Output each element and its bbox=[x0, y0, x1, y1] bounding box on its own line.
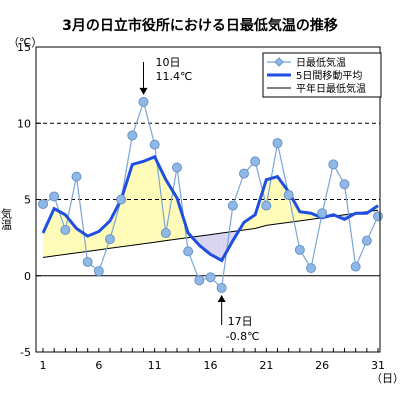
daily-min-line bbox=[42, 99, 379, 290]
daily-min-point bbox=[82, 257, 93, 268]
y-tick-label: 0 bbox=[24, 270, 31, 283]
daily-min-point bbox=[116, 194, 127, 205]
daily-min-point bbox=[60, 225, 71, 235]
y-tick-label: -5 bbox=[20, 346, 31, 359]
daily-min-point bbox=[272, 138, 283, 149]
fill-segment bbox=[143, 156, 155, 244]
daily-min-point bbox=[205, 272, 216, 283]
x-tick-label: 1 bbox=[40, 359, 47, 372]
fill-segment bbox=[199, 234, 211, 255]
daily-min-point bbox=[317, 208, 328, 219]
annotation-date: 17日 bbox=[228, 315, 253, 328]
daily-min-point bbox=[216, 282, 227, 293]
annotation-value: 11.4℃ bbox=[156, 70, 193, 83]
daily-min-point bbox=[328, 159, 339, 170]
daily-min-point bbox=[149, 139, 160, 150]
annotation-arrowhead bbox=[139, 87, 148, 95]
daily-min-point bbox=[160, 228, 171, 239]
daily-min-point bbox=[306, 263, 316, 274]
legend-label: 日最低気温 bbox=[296, 56, 346, 69]
x-tick-label: 11 bbox=[148, 359, 162, 372]
daily-min-point bbox=[138, 96, 149, 107]
daily-min-point bbox=[49, 191, 60, 202]
daily-min-point bbox=[172, 162, 182, 173]
annotation-date: 10日 bbox=[156, 56, 181, 69]
fill-segment bbox=[65, 214, 77, 255]
daily-min-point bbox=[239, 168, 249, 179]
x-tick-label: 31 bbox=[371, 359, 385, 372]
x-tick-label: 26 bbox=[315, 359, 329, 372]
fill-segment bbox=[132, 161, 144, 246]
y-axis-label: 気温 bbox=[0, 207, 13, 230]
fill-area bbox=[43, 156, 378, 261]
daily-min-point bbox=[183, 246, 194, 257]
legend-item-daily-min: 日最低気温 bbox=[267, 56, 346, 69]
legend-item-moving-average: 5日間移動平均 bbox=[267, 69, 362, 82]
x-unit-label: （日） bbox=[371, 372, 400, 385]
annotation-value: -0.8℃ bbox=[226, 330, 260, 343]
legend-item-normal: 平年日最低気温 bbox=[267, 82, 366, 95]
daily-min-point bbox=[227, 200, 238, 211]
fill-segment bbox=[210, 233, 222, 261]
daily-min-point bbox=[283, 189, 294, 200]
daily-min-point bbox=[194, 275, 205, 286]
daily-min-point bbox=[373, 211, 383, 222]
x-tick-label: 21 bbox=[259, 359, 273, 372]
x-tick-label: 16 bbox=[204, 359, 218, 372]
fill-segment bbox=[121, 164, 133, 247]
daily-min-point bbox=[93, 266, 104, 277]
chart-title: 3月の日立市役所における日最低気温の推移 bbox=[62, 17, 338, 34]
daily-min-point bbox=[250, 156, 261, 167]
daily-min-point bbox=[339, 179, 350, 190]
daily-min-point bbox=[261, 200, 272, 211]
daily-min-point bbox=[127, 130, 138, 141]
daily-min-point bbox=[294, 244, 305, 255]
legend-swatch-marker bbox=[274, 57, 284, 67]
legend-label: 5日間移動平均 bbox=[296, 69, 362, 82]
annotation-arrowhead bbox=[217, 294, 226, 302]
daily-min-point bbox=[105, 234, 115, 245]
fill-segment bbox=[43, 208, 55, 258]
y-tick-label: 10 bbox=[17, 117, 31, 130]
daily-min-point bbox=[361, 235, 372, 246]
x-tick-label: 6 bbox=[95, 359, 102, 372]
y-unit-label: （℃） bbox=[8, 36, 42, 49]
y-tick-label: 5 bbox=[24, 194, 31, 207]
fill-segment bbox=[154, 156, 166, 243]
y-tick-label: 15 bbox=[17, 41, 31, 54]
daily-min-point bbox=[71, 171, 82, 182]
series-layer bbox=[38, 96, 383, 293]
fill-segment bbox=[244, 214, 256, 230]
daily-min-point bbox=[38, 199, 48, 210]
legend-label: 平年日最低気温 bbox=[296, 82, 366, 95]
daily-min-point bbox=[350, 261, 361, 272]
